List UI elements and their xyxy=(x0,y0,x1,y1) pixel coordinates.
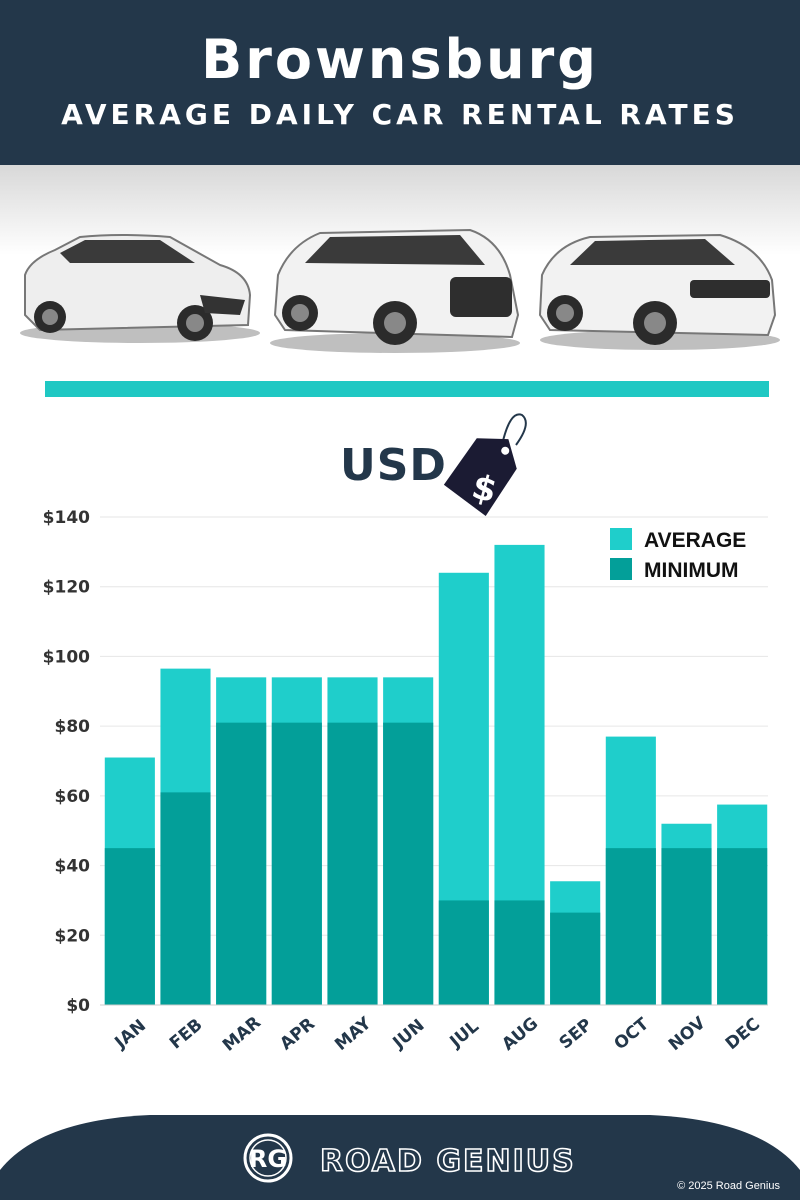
bar-minimum xyxy=(271,722,322,1005)
y-tick-label: $20 xyxy=(55,926,91,946)
x-tick-label: JAN xyxy=(111,1016,150,1054)
bar-minimum xyxy=(160,792,211,1005)
x-tick-label: MAR xyxy=(219,1013,265,1056)
x-tick-label: APR xyxy=(276,1014,319,1054)
bar-minimum xyxy=(216,722,267,1005)
x-tick-label: JUN xyxy=(389,1015,429,1053)
legend-swatch xyxy=(610,528,632,550)
bar-minimum xyxy=(717,848,768,1005)
bars xyxy=(104,544,768,1005)
currency-label: USD xyxy=(340,440,447,491)
bar-minimum xyxy=(494,900,545,1005)
bar-minimum xyxy=(104,848,155,1005)
logo-initials: RG xyxy=(249,1145,287,1173)
y-tick-label: $100 xyxy=(43,647,90,667)
suv-car-image xyxy=(270,228,520,353)
bar-minimum xyxy=(327,722,378,1005)
copyright-text: © 2025 Road Genius xyxy=(677,1180,780,1192)
x-tick-label: MAY xyxy=(331,1013,376,1055)
y-tick-label: $80 xyxy=(55,717,91,737)
y-tick-label: $0 xyxy=(66,996,90,1016)
legend-label: MINIMUM xyxy=(644,559,738,582)
bar-minimum xyxy=(605,848,656,1005)
bar-minimum xyxy=(661,848,712,1005)
header-banner: Brownsburg AVERAGE DAILY CAR RENTAL RATE… xyxy=(0,0,800,165)
x-tick-label: SEP xyxy=(556,1015,597,1054)
footer-banner: RG ROAD GENIUS xyxy=(0,1115,800,1200)
road-genius-logo-icon: RG xyxy=(243,1133,293,1183)
x-tick-label: DEC xyxy=(722,1014,764,1054)
legend-label: AVERAGE xyxy=(644,529,746,552)
legend-swatch xyxy=(610,558,632,580)
y-tick-label: $40 xyxy=(55,857,91,877)
y-tick-label: $140 xyxy=(43,508,90,528)
x-axis: JAN FEB MAR APR MAY JUN JUL AUG SEP OCT NOV DEC xyxy=(100,1004,768,1056)
bar-minimum xyxy=(438,900,489,1005)
bar-minimum xyxy=(550,912,601,1005)
y-tick-label: $120 xyxy=(43,578,90,598)
price-tag-icon: $ xyxy=(443,413,527,517)
y-axis: $0 $20 $40 $60 $80 $100 $120 $140 xyxy=(43,508,90,1016)
cars-illustration xyxy=(0,165,800,365)
crossover-car-image xyxy=(538,233,780,350)
x-tick-label: FEB xyxy=(166,1015,207,1054)
chart-legend: AVERAGE MINIMUM xyxy=(610,528,746,582)
x-tick-label: OCT xyxy=(610,1014,653,1054)
x-tick-label: NOV xyxy=(665,1013,710,1055)
hatchback-car-image xyxy=(20,234,260,343)
x-tick-label: AUG xyxy=(498,1014,542,1055)
page-title: Brownsburg xyxy=(201,28,599,91)
rental-rates-chart: $0 $20 $40 $60 $80 $100 $120 $140 JAN FEB MAR APR M… xyxy=(43,508,768,1056)
x-tick-label: JUL xyxy=(446,1016,483,1052)
accent-divider xyxy=(45,381,769,397)
y-tick-label: $60 xyxy=(55,787,91,807)
page-subtitle: AVERAGE DAILY CAR RENTAL RATES xyxy=(61,98,739,131)
bar-minimum xyxy=(383,722,434,1005)
brand-name: ROAD GENIUS xyxy=(320,1144,576,1179)
